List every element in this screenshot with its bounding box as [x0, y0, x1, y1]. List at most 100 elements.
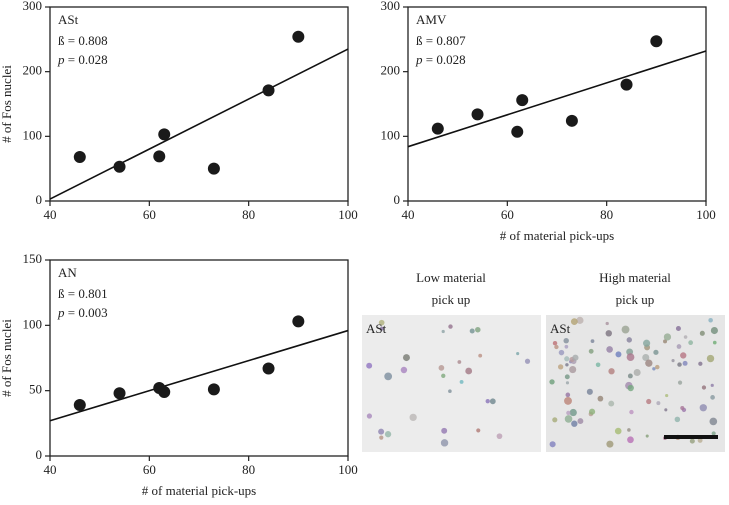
cell — [680, 352, 687, 359]
point — [207, 383, 220, 396]
cell — [645, 434, 649, 438]
cell — [642, 353, 650, 362]
cell — [606, 440, 614, 448]
cell — [441, 427, 448, 434]
cell — [627, 436, 634, 444]
cell — [701, 385, 707, 390]
cell — [552, 340, 558, 346]
cell — [384, 431, 392, 438]
x-tick-label: 100 — [338, 207, 358, 222]
x-tick-label: 40 — [44, 462, 57, 477]
cell — [676, 344, 682, 349]
cell — [671, 359, 675, 363]
stat-symbol: p — [415, 52, 423, 67]
y-tick-label: 100 — [23, 316, 43, 331]
micrograph-label: ASt — [550, 321, 571, 336]
point — [153, 150, 166, 163]
x-tick-label: 80 — [242, 207, 255, 222]
x-tick-label: 60 — [501, 207, 514, 222]
point — [73, 399, 86, 412]
y-tick-label: 100 — [381, 127, 401, 142]
cell — [485, 399, 490, 404]
cell — [572, 354, 579, 361]
cell — [595, 362, 601, 368]
micrograph-high — [546, 315, 725, 452]
cell — [459, 379, 464, 384]
cell — [627, 373, 633, 379]
cell — [478, 353, 483, 358]
cell — [708, 317, 713, 323]
point — [620, 78, 633, 91]
cell — [565, 392, 571, 398]
cell — [682, 360, 688, 366]
y-tick-label: 0 — [394, 192, 401, 207]
cell — [558, 349, 565, 356]
cell — [605, 321, 609, 326]
point — [113, 160, 126, 173]
point — [516, 94, 529, 107]
cell — [629, 409, 634, 415]
cell — [566, 410, 571, 416]
cell — [606, 346, 613, 353]
cell — [457, 360, 462, 364]
point — [292, 315, 305, 328]
plot-frame — [49, 6, 349, 202]
y-tick-label: 100 — [23, 127, 43, 142]
regression-line — [407, 50, 707, 148]
cell — [564, 415, 573, 423]
cell — [441, 373, 446, 378]
cell — [643, 339, 651, 347]
x-axis-label: # of material pick-ups — [500, 228, 614, 243]
micrograph-label: ASt — [366, 321, 387, 336]
x-axis-label: # of material pick-ups — [142, 483, 256, 498]
micrograph-header: pick up — [432, 292, 471, 307]
x-tick-label: 40 — [44, 207, 57, 222]
cell — [680, 406, 685, 411]
point — [73, 151, 86, 164]
cell — [710, 395, 715, 400]
y-tick-label: 300 — [381, 0, 401, 13]
cell — [465, 367, 473, 375]
cell — [699, 330, 705, 336]
regression-line — [49, 48, 349, 200]
stat-annotation: ß = 0.801 — [58, 286, 108, 301]
cell — [441, 329, 445, 334]
cell — [597, 395, 604, 402]
cell — [653, 349, 659, 355]
cell — [448, 324, 453, 329]
cells — [366, 316, 718, 448]
point — [431, 122, 444, 135]
cell — [627, 428, 631, 432]
cell — [665, 393, 669, 398]
stat-value: = 0.028 — [423, 52, 466, 67]
cell — [706, 354, 715, 363]
cell — [712, 340, 717, 345]
cell — [378, 319, 385, 326]
cell — [489, 398, 496, 405]
point — [292, 30, 305, 43]
cell — [656, 401, 661, 406]
cell — [438, 365, 445, 371]
cell — [689, 438, 695, 444]
micrograph-header: High material — [599, 270, 671, 285]
x-tick-label: 40 — [402, 207, 415, 222]
cell — [698, 361, 703, 366]
cell — [652, 367, 656, 371]
cell — [400, 366, 408, 374]
cell — [663, 339, 668, 344]
cell — [589, 408, 596, 415]
point — [113, 387, 126, 400]
scale-bar — [664, 435, 718, 439]
cell — [476, 428, 481, 433]
stat-annotation: p = 0.028 — [415, 52, 466, 67]
x-tick-label: 60 — [143, 462, 156, 477]
y-tick-label: 50 — [29, 382, 42, 397]
cell — [711, 431, 716, 436]
panel-title: ASt — [58, 12, 79, 27]
point — [262, 362, 275, 375]
stat-value: = 0.003 — [65, 305, 108, 320]
cell — [366, 362, 373, 369]
cell — [469, 328, 475, 334]
micrograph-low — [362, 315, 541, 452]
